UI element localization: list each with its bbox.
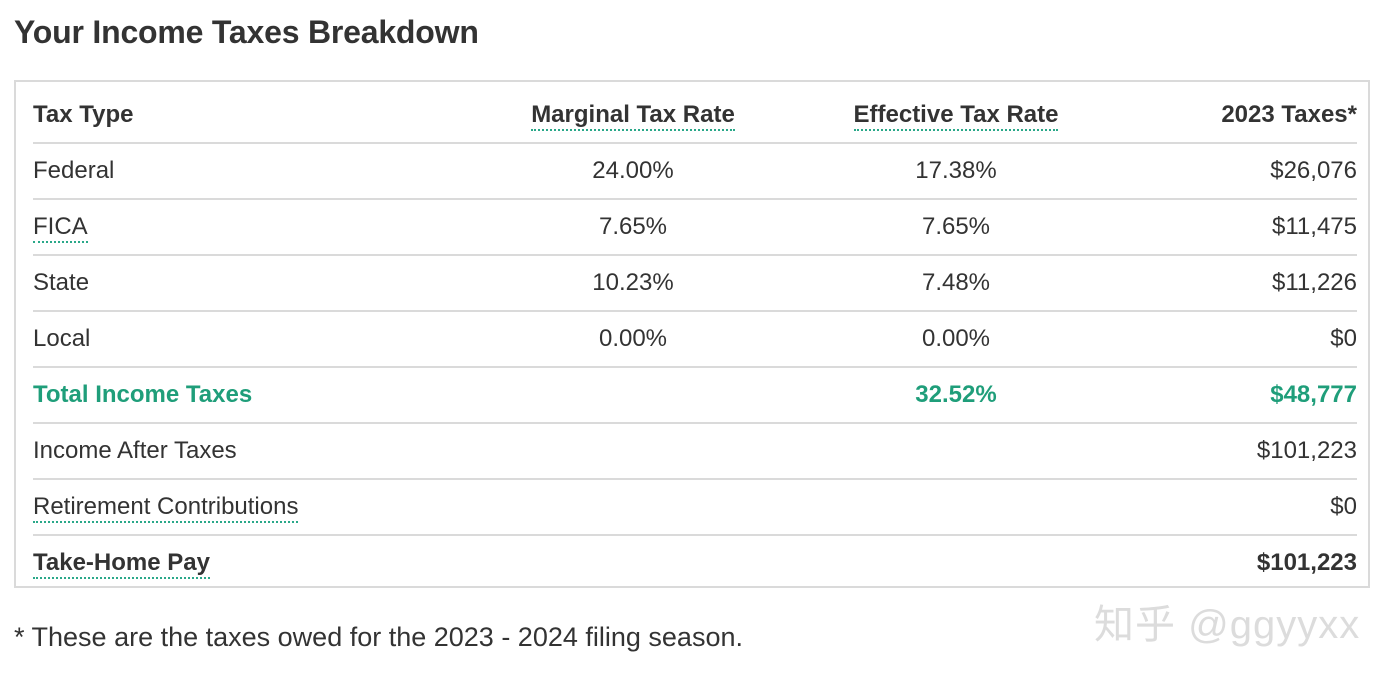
footnote: * These are the taxes owed for the 2023 … [14, 622, 743, 652]
retirement-label-cell: Retirement Contributions [33, 479, 473, 536]
table-header-row: Tax Type Marginal Tax Rate Effective Tax… [33, 88, 1357, 144]
table-row-state: State 10.23% 7.48% $11,226 [33, 255, 1357, 312]
after-taxes-marginal-empty [473, 423, 793, 480]
header-2023-taxes-label: 2023 Taxes* [1221, 101, 1357, 128]
fica-tooltip-trigger[interactable]: FICA [33, 213, 88, 243]
row-marginal-rate: 24.00% [473, 143, 793, 200]
table-row-retirement-contributions: Retirement Contributions $0 [33, 479, 1357, 536]
table-row-federal: Federal 24.00% 17.38% $26,076 [33, 143, 1357, 200]
header-marginal-tax-rate[interactable]: Marginal Tax Rate [473, 88, 793, 144]
take-home-effective-empty [793, 535, 1119, 590]
table-row-total-income-taxes: Total Income Taxes 32.52% $48,777 [33, 367, 1357, 424]
row-amount: $11,475 [1119, 199, 1357, 256]
total-marginal-empty [473, 367, 793, 424]
row-amount: $0 [1119, 311, 1357, 368]
effective-tax-rate-tooltip-trigger[interactable]: Effective Tax Rate [853, 101, 1059, 131]
row-marginal-rate: 7.65% [473, 199, 793, 256]
taxes-breakdown-table: Tax Type Marginal Tax Rate Effective Tax… [33, 88, 1357, 590]
row-label: Federal [33, 143, 473, 200]
take-home-marginal-empty [473, 535, 793, 590]
header-tax-type-label: Tax Type [33, 101, 134, 128]
row-label: Local [33, 311, 473, 368]
retirement-contributions-tooltip-trigger[interactable]: Retirement Contributions [33, 493, 299, 523]
total-amount: $48,777 [1119, 367, 1357, 424]
header-tax-type: Tax Type [33, 88, 473, 144]
row-effective-rate: 7.65% [793, 199, 1119, 256]
table-row-local: Local 0.00% 0.00% $0 [33, 311, 1357, 368]
row-amount: $11,226 [1119, 255, 1357, 312]
after-taxes-effective-empty [793, 423, 1119, 480]
page-title: Your Income Taxes Breakdown [14, 14, 479, 50]
taxes-breakdown-card: Tax Type Marginal Tax Rate Effective Tax… [14, 80, 1370, 588]
header-effective-tax-rate[interactable]: Effective Tax Rate [793, 88, 1119, 144]
total-label: Total Income Taxes [33, 367, 473, 424]
row-effective-rate: 17.38% [793, 143, 1119, 200]
row-effective-rate: 7.48% [793, 255, 1119, 312]
header-2023-taxes: 2023 Taxes* [1119, 88, 1357, 144]
after-taxes-amount: $101,223 [1119, 423, 1357, 480]
row-amount: $26,076 [1119, 143, 1357, 200]
take-home-pay-tooltip-trigger[interactable]: Take-Home Pay [33, 549, 210, 579]
table-row-income-after-taxes: Income After Taxes $101,223 [33, 423, 1357, 480]
retirement-effective-empty [793, 479, 1119, 536]
table-row-fica: FICA 7.65% 7.65% $11,475 [33, 199, 1357, 256]
watermark: 知乎 @ggyyxx [1094, 603, 1361, 647]
marginal-tax-rate-tooltip-trigger[interactable]: Marginal Tax Rate [531, 101, 735, 131]
retirement-marginal-empty [473, 479, 793, 536]
row-marginal-rate: 0.00% [473, 311, 793, 368]
after-taxes-label: Income After Taxes [33, 423, 473, 480]
row-label-cell: FICA [33, 199, 473, 256]
take-home-label-cell: Take-Home Pay [33, 535, 473, 590]
row-label: State [33, 255, 473, 312]
row-marginal-rate: 10.23% [473, 255, 793, 312]
table-row-take-home-pay: Take-Home Pay $101,223 [33, 535, 1357, 590]
total-effective-rate: 32.52% [793, 367, 1119, 424]
take-home-amount: $101,223 [1256, 549, 1357, 576]
retirement-amount: $0 [1119, 479, 1357, 536]
row-effective-rate: 0.00% [793, 311, 1119, 368]
